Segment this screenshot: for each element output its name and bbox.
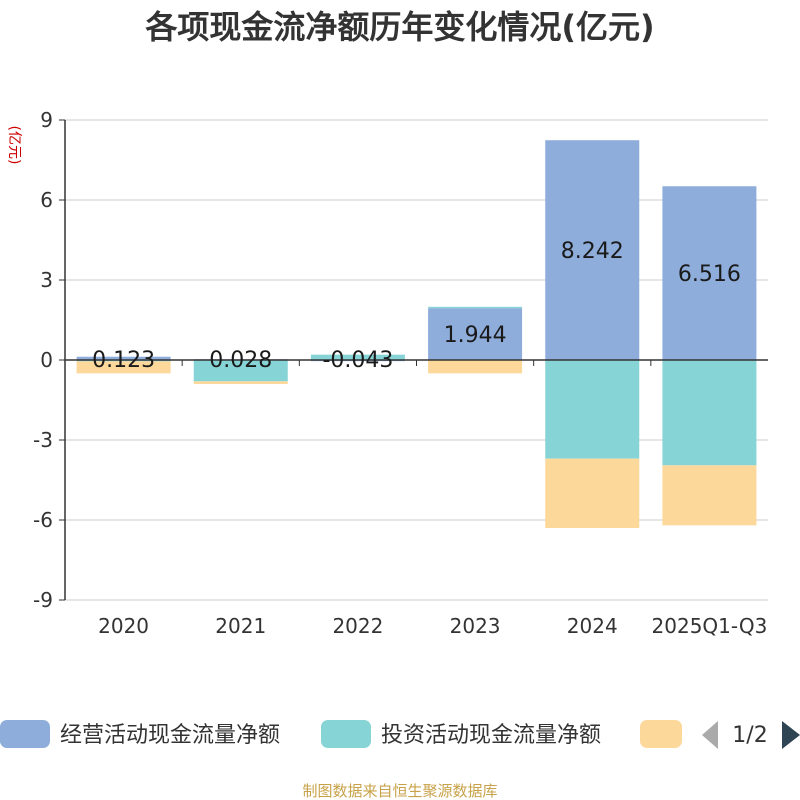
bar-series-2-2024: [545, 360, 640, 459]
x-tick-label: 2020: [98, 614, 149, 638]
data-label: 0.123: [92, 348, 155, 373]
legend-page-indicator: 1/2: [732, 723, 767, 748]
legend-swatch-3: [640, 720, 682, 748]
bar-series-3-2024: [545, 458, 640, 528]
bar-series-1-2025Q1-Q3: [662, 186, 757, 360]
y-tick-label: -6: [33, 508, 53, 532]
y-tick-label: -3: [33, 428, 53, 452]
legend-swatch-2: [321, 720, 371, 748]
x-tick-label: 2024: [567, 614, 618, 638]
axes: 9 6 3 0 -3 -6 -9 2020 2021 2022 2023 2024 2025Q1-Q3: [33, 108, 768, 638]
bar-series-1-2024: [545, 140, 640, 360]
x-tick-label: 2022: [332, 614, 383, 638]
data-label: -0.043: [322, 348, 393, 373]
legend-label-2: 投资活动现金流量净额: [381, 723, 601, 748]
bar-series-3-2021: [193, 381, 288, 384]
bar-series-3-2023: [428, 360, 523, 374]
x-tick-label: 2023: [450, 614, 501, 638]
data-label: 0.028: [209, 348, 272, 373]
legend-prev-icon[interactable]: [702, 721, 718, 749]
bar-series-3-2025Q1-Q3: [662, 465, 757, 526]
y-tick-label: 6: [40, 188, 53, 212]
bars: [76, 140, 757, 528]
bar-series-1-2020: [76, 356, 171, 360]
bar-series-1-2023: [428, 308, 523, 360]
data-label: 8.242: [561, 239, 624, 264]
legend: 经营活动现金流量净额 投资活动现金流量净额 1/2: [0, 720, 800, 749]
gridlines: [65, 119, 768, 601]
y-tick-label: -9: [33, 588, 53, 612]
x-tick-label: 2025Q1-Q3: [652, 614, 768, 638]
bar-series-2-2023: [428, 306, 523, 309]
data-label: 1.944: [444, 323, 507, 348]
bar-series-3-2020: [76, 361, 171, 374]
x-tick-label: 2021: [215, 614, 266, 638]
legend-next-icon[interactable]: [782, 721, 800, 749]
chart-title: 各项现金流净额历年变化情况(亿元): [145, 8, 654, 46]
y-tick-label: 0: [40, 348, 53, 372]
data-labels: 0.123 0.028 -0.043 1.944 8.242 6.516: [92, 239, 741, 373]
y-tick-label: 3: [40, 268, 53, 292]
bar-series-2-2022: [310, 354, 405, 360]
legend-label-1: 经营活动现金流量净额: [60, 723, 280, 748]
bar-series-2-2025Q1-Q3: [662, 360, 757, 466]
y-tick-label: 9: [40, 108, 53, 132]
source-note: 制图数据来自恒生聚源数据库: [302, 782, 497, 800]
data-label: 6.516: [678, 262, 741, 287]
legend-swatch-1: [0, 720, 50, 748]
bar-series-2-2021: [193, 360, 288, 382]
y-axis-unit: (亿元): [6, 126, 22, 165]
